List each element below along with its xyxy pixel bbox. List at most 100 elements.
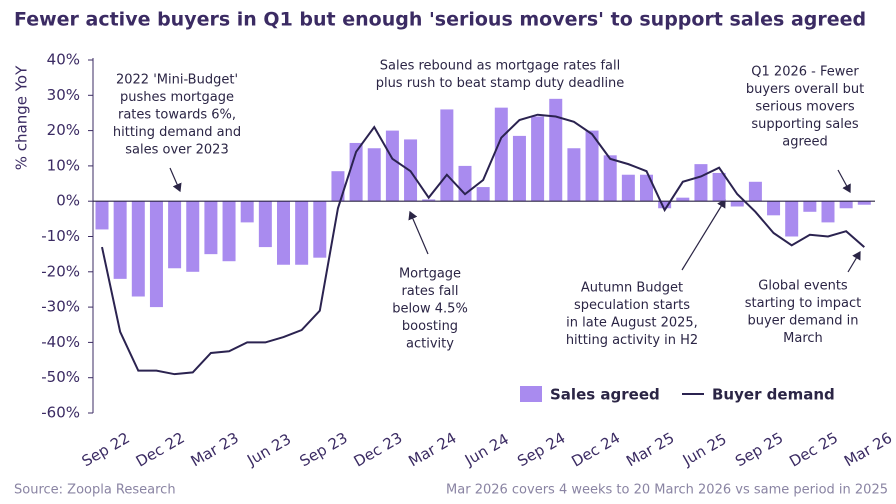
bar: [603, 155, 617, 202]
annotation: starting to impact: [745, 296, 861, 311]
y-tick-label: -50%: [41, 368, 80, 386]
x-tick-label: Mar 24: [405, 429, 459, 471]
bar: [640, 174, 653, 202]
legend-label: Buyer demand: [712, 386, 835, 404]
legend-label: Sales agreed: [550, 386, 660, 404]
bar: [857, 201, 871, 205]
annotation: rates fall: [401, 284, 458, 299]
bar: [131, 201, 145, 297]
arrow: [681, 198, 726, 271]
x-tick-label: Dec 23: [351, 429, 406, 471]
bar: [149, 201, 163, 308]
x-tick-label: Jun 25: [679, 430, 730, 470]
bar: [295, 201, 309, 265]
y-tick-label: -40%: [41, 333, 80, 351]
bar: [204, 201, 218, 255]
x-tick-label: Jun 23: [243, 430, 294, 470]
bar: [621, 174, 635, 202]
legend-swatch: [520, 386, 542, 402]
line: [101, 113, 865, 376]
annotation: hitting demand and: [113, 125, 241, 140]
arrow: [408, 210, 429, 255]
y-tick-label: 20%: [47, 121, 80, 139]
x-tick-label: Dec 25: [786, 429, 841, 471]
annotation: Sales rebound as mortgage rates fall: [380, 59, 620, 74]
annotation: below 4.5%: [392, 302, 468, 317]
bar: [676, 197, 690, 202]
bar: [821, 201, 835, 223]
annotation: buyer demand in: [747, 314, 858, 329]
annotation: serious movers: [755, 100, 854, 115]
bar: [658, 201, 672, 209]
bar: [422, 199, 436, 202]
annotation: pushes mortgage: [120, 90, 234, 105]
annotation: Mortgage: [399, 267, 461, 282]
annotation: plus rush to beat stamp duty deadline: [376, 76, 625, 91]
bar: [222, 201, 236, 262]
source: Source: Zoopla Research: [14, 483, 176, 498]
y-tick-label: -20%: [41, 262, 80, 280]
bar: [258, 201, 272, 248]
arrow: [837, 169, 851, 194]
x-tick-label: Dec 24: [568, 429, 623, 471]
annotation: speculation starts: [574, 298, 690, 313]
annotation: Q1 2026 - Fewer: [751, 65, 859, 80]
annotation: activity: [406, 337, 454, 352]
bar: [168, 201, 182, 269]
annotation: buyers overall but: [746, 82, 864, 97]
bar: [331, 171, 345, 202]
footnote: Mar 2026 covers 4 weeks to 20 March 2026…: [446, 483, 888, 498]
y-tick-label: -60%: [41, 404, 80, 422]
bar: [803, 201, 817, 212]
bar: [95, 201, 109, 230]
bar: [748, 181, 762, 202]
bar: [767, 201, 781, 216]
annotation: March: [783, 331, 823, 346]
y-tick-label: 0%: [56, 192, 80, 210]
bar: [458, 165, 472, 202]
annotation-arrows: [169, 167, 861, 273]
y-tick-label: 40%: [47, 51, 80, 69]
x-tick-label: Jun 24: [461, 430, 512, 470]
x-tick-label: Sep 22: [79, 429, 133, 471]
bar: [712, 172, 726, 202]
arrow: [169, 167, 182, 193]
bar: [730, 201, 744, 207]
bar: [585, 130, 599, 202]
annotation: Global events: [758, 279, 848, 294]
annotation: supporting sales: [751, 117, 858, 132]
y-tick-label: -30%: [41, 298, 80, 316]
bar: [567, 148, 581, 202]
y-tick-label: -10%: [41, 227, 80, 245]
annotation: 2022 'Mini-Budget': [116, 73, 238, 88]
x-tick-label: Sep 24: [514, 429, 568, 471]
bar: [785, 201, 799, 237]
bar: [549, 98, 563, 202]
y-axis-label: % change YoY: [13, 65, 31, 170]
annotation: in late August 2025,: [566, 316, 698, 331]
annotation: hitting activity in H2: [566, 333, 698, 348]
bar: [113, 201, 127, 279]
bar: [512, 135, 526, 202]
bar: [277, 201, 290, 265]
annotation: Autumn Budget: [581, 281, 683, 296]
bar: [531, 116, 545, 202]
annotation: agreed: [782, 135, 828, 150]
bar: [476, 187, 490, 202]
bar: [186, 201, 200, 272]
bar: [694, 164, 708, 202]
bar: [440, 109, 454, 202]
bar: [349, 142, 363, 202]
bar: [385, 130, 399, 202]
chart-title: Fewer active buyers in Q1 but enough 'se…: [14, 9, 866, 31]
bar: [313, 201, 327, 258]
x-tick-label: Mar 26: [841, 429, 895, 471]
x-tick-label: Mar 23: [188, 429, 242, 471]
arrow: [847, 250, 861, 273]
annotation: rates towards 6%,: [118, 108, 236, 123]
bar: [494, 107, 508, 202]
bar: [839, 201, 853, 209]
bar: [240, 201, 254, 223]
x-tick-label: Mar 25: [623, 429, 677, 471]
x-tick-label: Sep 23: [296, 429, 350, 471]
